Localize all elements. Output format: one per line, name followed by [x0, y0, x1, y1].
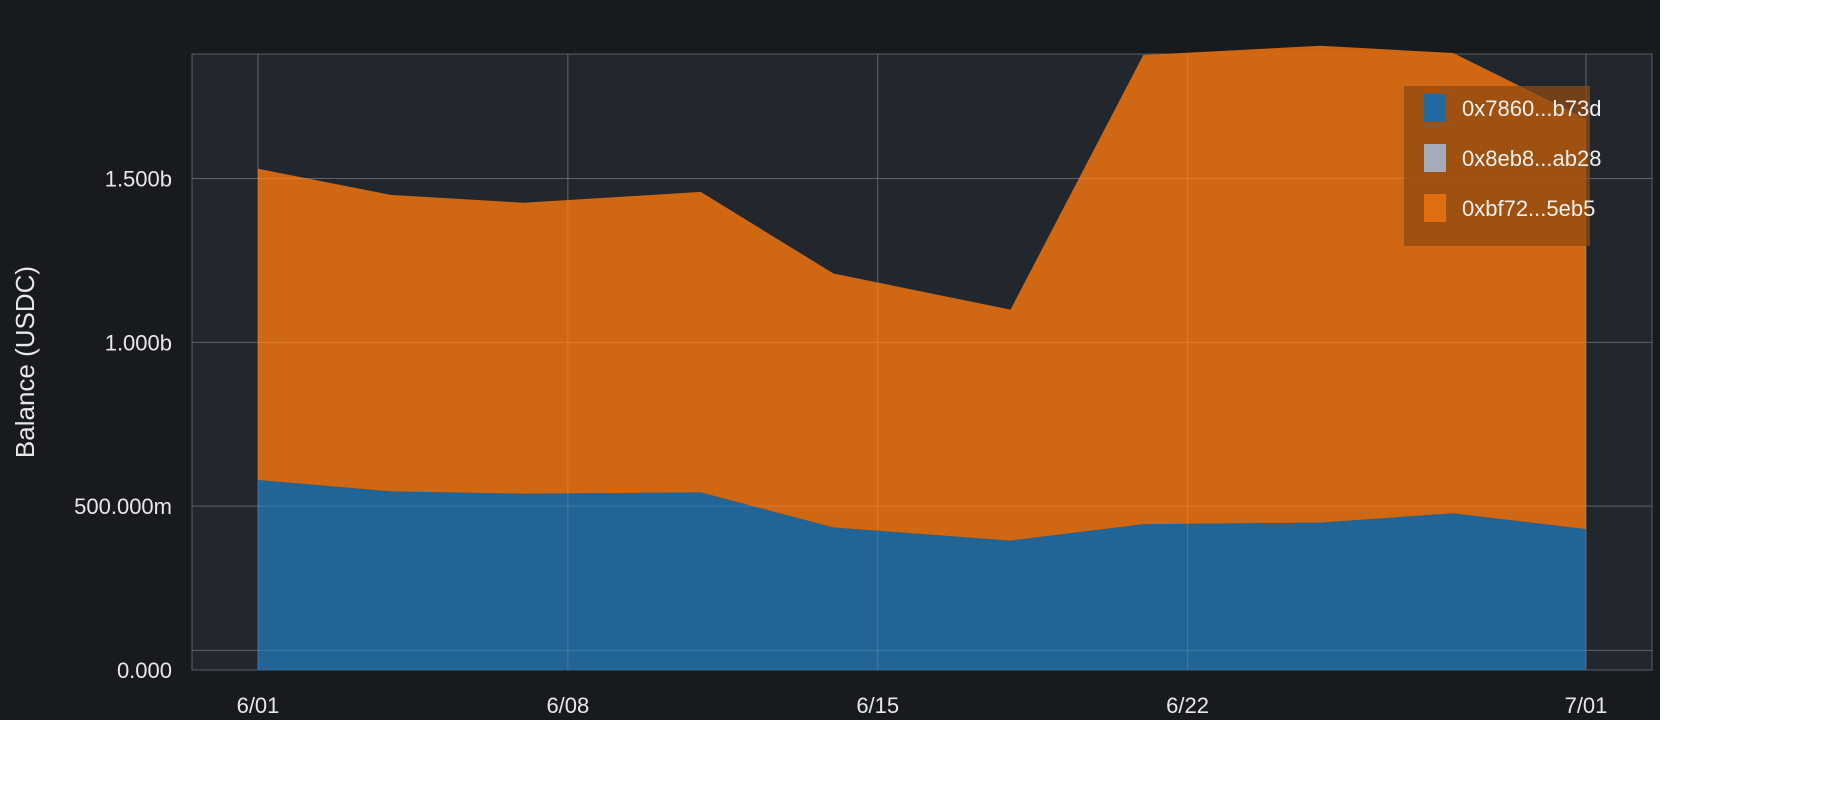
legend-label: 0x7860...b73d — [1462, 96, 1601, 121]
y-tick-label: 1.500b — [105, 167, 172, 192]
legend-label: 0xbf72...5eb5 — [1462, 196, 1595, 221]
area-series-2 — [258, 45, 1586, 541]
y-axis-title: Balance (USDC) — [10, 266, 40, 458]
legend-swatch — [1424, 94, 1446, 122]
legend-label: 0x8eb8...ab28 — [1462, 146, 1601, 171]
y-tick-label: 1.000b — [105, 330, 172, 355]
x-tick-label: 6/01 — [237, 693, 280, 718]
area-series-0 — [258, 480, 1586, 670]
x-tick-label: 6/22 — [1166, 693, 1209, 718]
x-tick-label: 6/08 — [546, 693, 589, 718]
stacked-area-chart: 0.000 500.000m 1.000b 1.500b 6/01 6/08 6/15 6/2… — [10, 45, 1653, 718]
y-tick-label: 0.000 — [117, 658, 172, 683]
x-tick-label: 6/15 — [856, 693, 899, 718]
legend-swatch — [1424, 194, 1446, 222]
legend-swatch — [1424, 144, 1446, 172]
y-tick-label: 500.000m — [74, 494, 172, 519]
x-tick-label: 7/01 — [1565, 693, 1608, 718]
chart-card: 0.000 500.000m 1.000b 1.500b 6/01 6/08 6/15 6/2… — [0, 0, 1660, 720]
